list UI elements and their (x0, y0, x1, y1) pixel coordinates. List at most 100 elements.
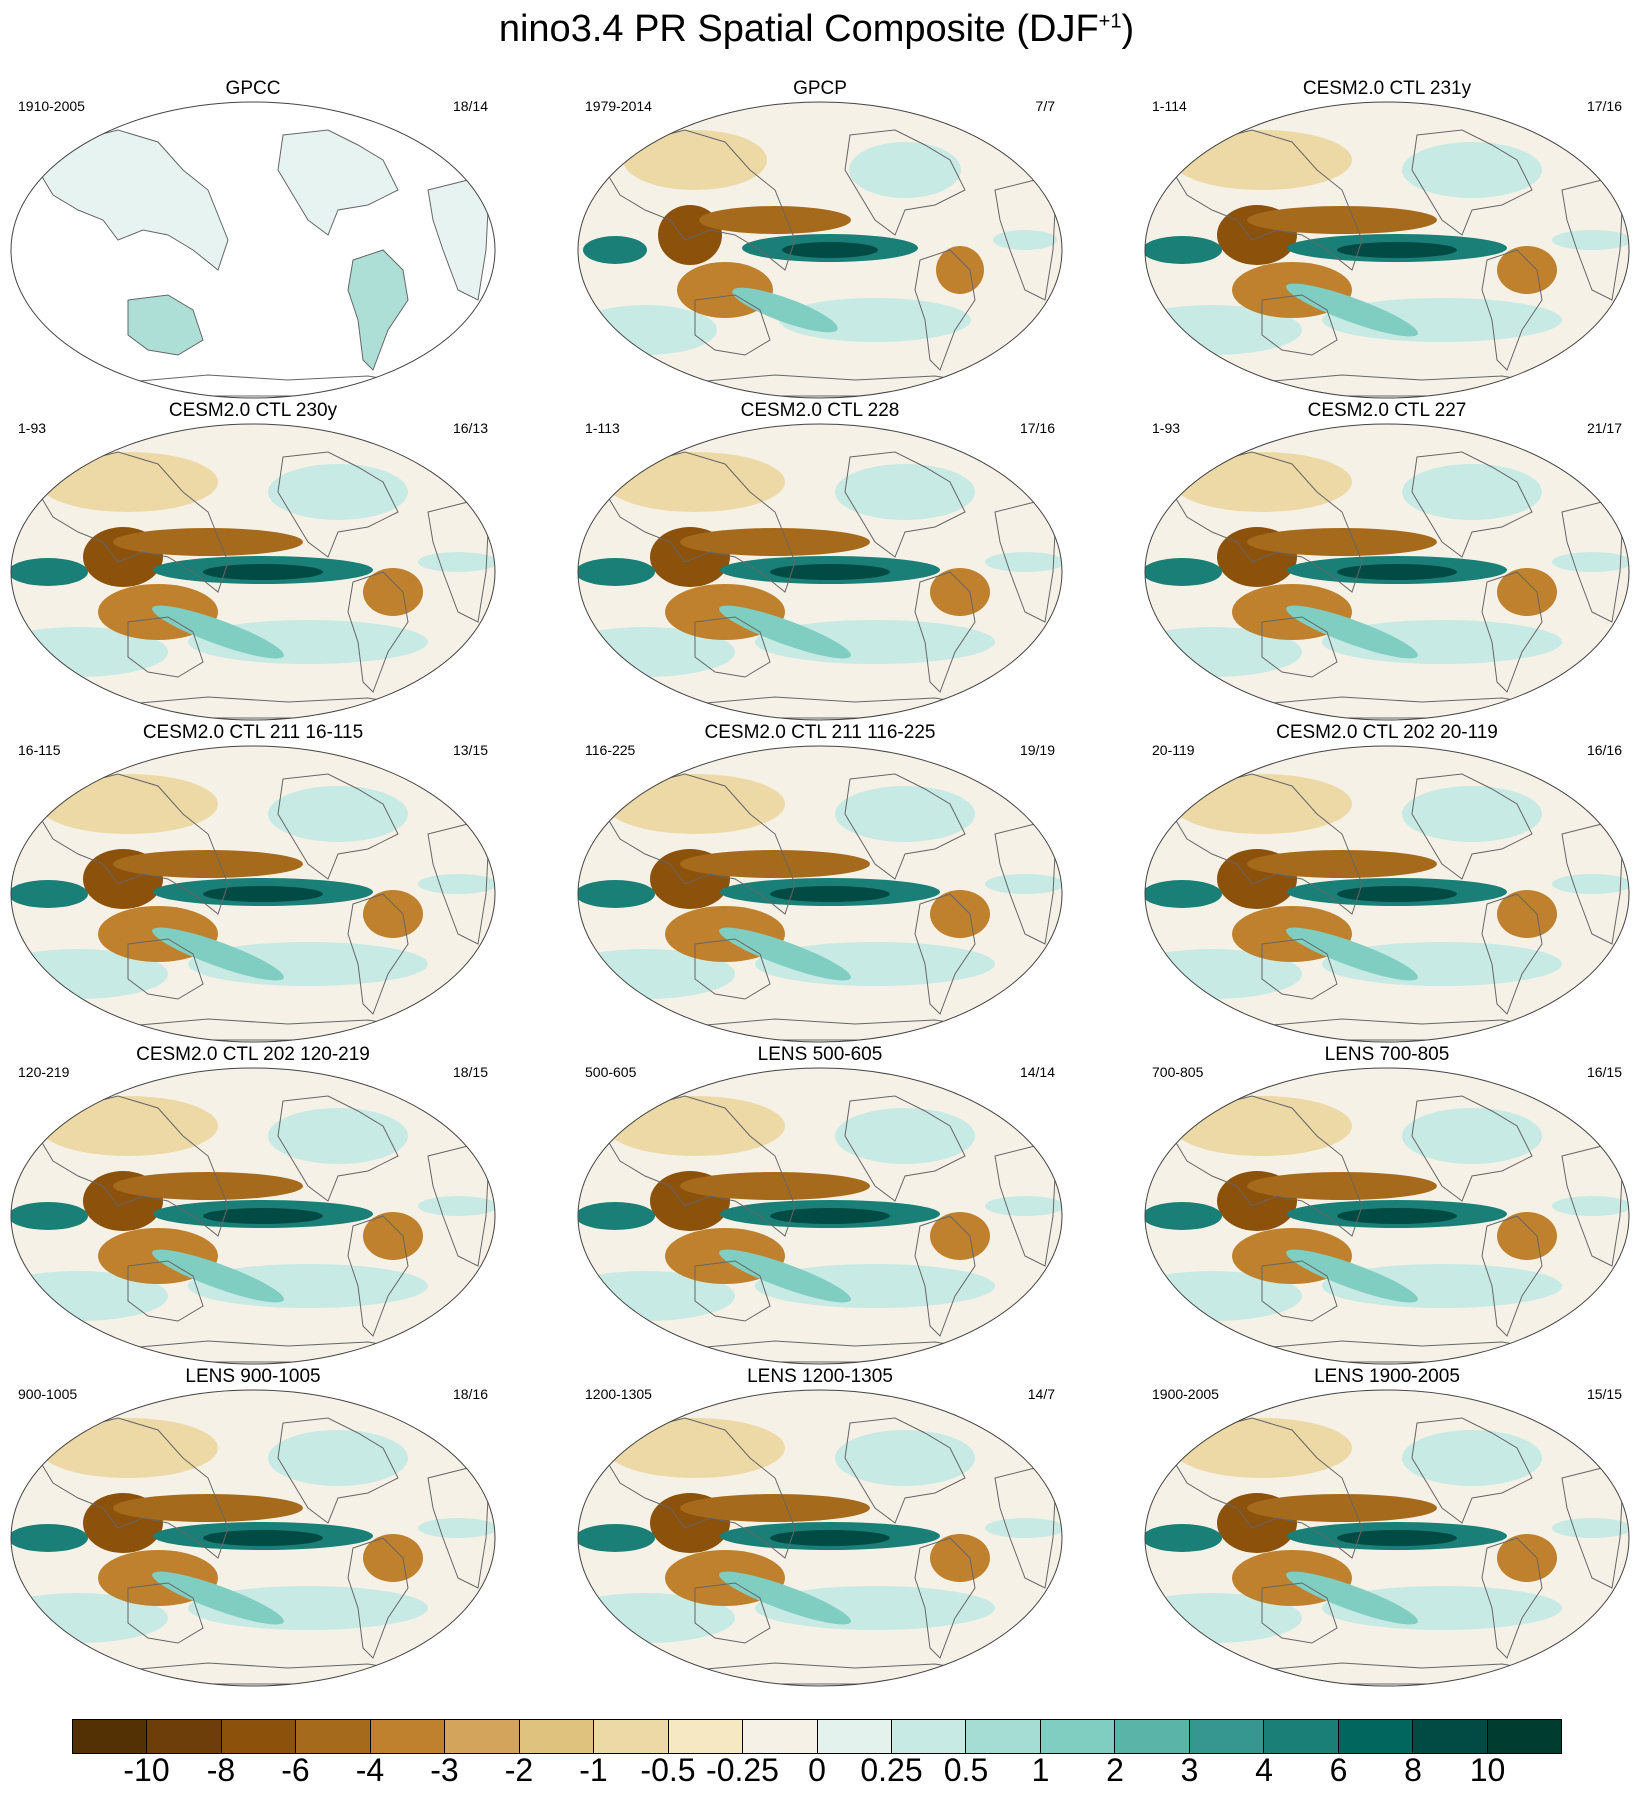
coastline (604, 129, 796, 271)
map-panel: CESM2.0 CTL 231y 1-114 17/16 (1142, 78, 1632, 399)
precip-anomaly-field (268, 786, 408, 842)
precip-anomaly-field (782, 242, 878, 258)
colorbar-tick-label: -4 (355, 1752, 385, 1788)
panel-years: 500-605 (585, 1064, 637, 1080)
panel-event-count: 14/14 (1019, 1064, 1055, 1080)
precip-anomaly-field (11, 880, 88, 908)
map-border (10, 1067, 496, 1365)
colorbar-box (891, 1720, 967, 1753)
panel-title: CESM2.0 CTL 211 16-115 (142, 722, 364, 743)
colorbar-tick-label: 10 (1469, 1752, 1506, 1788)
precip-anomaly-field (11, 1524, 88, 1552)
panel-title: LENS 1200-1305 (747, 1366, 893, 1387)
colorbar-tick-label: -3 (430, 1752, 459, 1788)
panel-years: 1-113 (585, 420, 620, 436)
colorbar-boxes (72, 1719, 1562, 1754)
coastline (1481, 893, 1543, 1015)
precip-anomaly-field (1497, 568, 1557, 616)
coastline (127, 1260, 204, 1322)
precip-anomaly-field (1402, 142, 1542, 198)
map-border (577, 1389, 1063, 1687)
colorbar-box (1487, 1720, 1562, 1753)
precip-anomaly-field (680, 850, 870, 878)
precip-anomaly-field (363, 1212, 423, 1260)
panel-event-count: 16/15 (1586, 1064, 1622, 1080)
map-plot (10, 1067, 496, 1365)
coastline (277, 129, 399, 236)
panel-title: LENS 700-805 (1324, 1044, 1450, 1065)
colorbar-tick-label: 0.25 (860, 1752, 923, 1788)
panel-years: 700-805 (1152, 1064, 1204, 1080)
precip-anomaly-field (152, 605, 284, 659)
panel-title: CESM2.0 CTL 231y (1302, 78, 1472, 99)
colorbar-tick-label: 8 (1404, 1752, 1422, 1788)
panel-title: CESM2.0 CTL 230y (168, 400, 338, 421)
precip-anomaly-field (770, 1530, 890, 1546)
map-panel: CESM2.0 CTL 211 16-115 16-115 13/15 (8, 722, 498, 1043)
precip-anomaly-field (1337, 242, 1457, 258)
coastline (1481, 571, 1543, 693)
coastline (127, 1582, 204, 1644)
precip-anomaly-field (623, 130, 767, 190)
map-panel: LENS 500-605 500-605 14/14 (575, 1044, 1065, 1365)
panel-event-count: 19/19 (1019, 742, 1055, 758)
precip-anomaly-field (605, 774, 785, 834)
map-panel: GPCC 1910-2005 18/14 (8, 78, 498, 399)
map-panel: CESM2.0 CTL 211 116-225 116-225 19/19 (575, 722, 1065, 1043)
map-panel: CESM2.0 CTL 202 20-119 20-119 16/16 (1142, 722, 1632, 1043)
precip-anomaly-field (770, 886, 890, 902)
map-panel: LENS 1900-2005 1900-2005 15/15 (1142, 1366, 1632, 1687)
map-border (577, 1067, 1063, 1365)
panel-event-count: 13/15 (452, 742, 488, 758)
colorbar-box (1338, 1720, 1414, 1753)
precip-anomaly-field (930, 1534, 990, 1582)
coastline (37, 451, 229, 593)
precip-anomaly-field (38, 452, 218, 512)
colorbar-box (73, 1720, 148, 1753)
panel-event-count: 21/17 (1586, 420, 1622, 436)
precip-anomaly-field (152, 927, 284, 981)
coastline (844, 1095, 966, 1202)
colorbar-tick-label: -8 (206, 1752, 236, 1788)
map-border (1144, 423, 1630, 721)
precip-anomaly-field (1337, 1530, 1457, 1546)
colorbar-box (668, 1720, 744, 1753)
land-field (38, 130, 228, 270)
precip-anomaly-field (1402, 1108, 1542, 1164)
colorbar-box (296, 1720, 371, 1753)
map-plot (10, 101, 496, 399)
panel-event-count: 14/7 (1027, 1386, 1055, 1402)
coastline (1171, 451, 1363, 593)
map-border (1144, 1389, 1630, 1687)
coastline (37, 773, 229, 915)
coastline (127, 938, 204, 1000)
colorbar (72, 1719, 1562, 1754)
colorbar-box (817, 1720, 892, 1753)
colorbar-box (594, 1720, 669, 1753)
coastline (277, 451, 399, 558)
colorbar-box (221, 1720, 297, 1753)
precip-anomaly-field (835, 1430, 975, 1486)
panel-title: GPCC (225, 78, 281, 99)
colorbar-tick-label: 1 (1031, 1752, 1050, 1788)
panel-event-count: 7/7 (1035, 98, 1055, 114)
coastline (1411, 1095, 1533, 1202)
colorbar-tick-label: 6 (1329, 1752, 1348, 1788)
precip-anomaly-field (1247, 1172, 1437, 1200)
panel-title: CESM2.0 CTL 202 20-119 (1276, 722, 1498, 743)
precip-anomaly-field (835, 786, 975, 842)
precip-anomaly-field (605, 1418, 785, 1478)
panel-event-count: 17/16 (1019, 420, 1055, 436)
colorbar-tick-label: 0.5 (943, 1752, 989, 1788)
precip-anomaly-field (1172, 452, 1352, 512)
precip-anomaly-field (152, 1571, 284, 1625)
coastline (1261, 294, 1338, 356)
precip-anomaly-field (113, 850, 303, 878)
panel-title: LENS 500-605 (757, 1044, 883, 1065)
map-panel: LENS 700-805 700-805 16/15 (1142, 1044, 1632, 1365)
precip-anomaly-field (363, 1534, 423, 1582)
map-plot (577, 1389, 1063, 1687)
coastline (1171, 1095, 1363, 1237)
coastline (1411, 129, 1533, 236)
coastline (1261, 1260, 1338, 1322)
